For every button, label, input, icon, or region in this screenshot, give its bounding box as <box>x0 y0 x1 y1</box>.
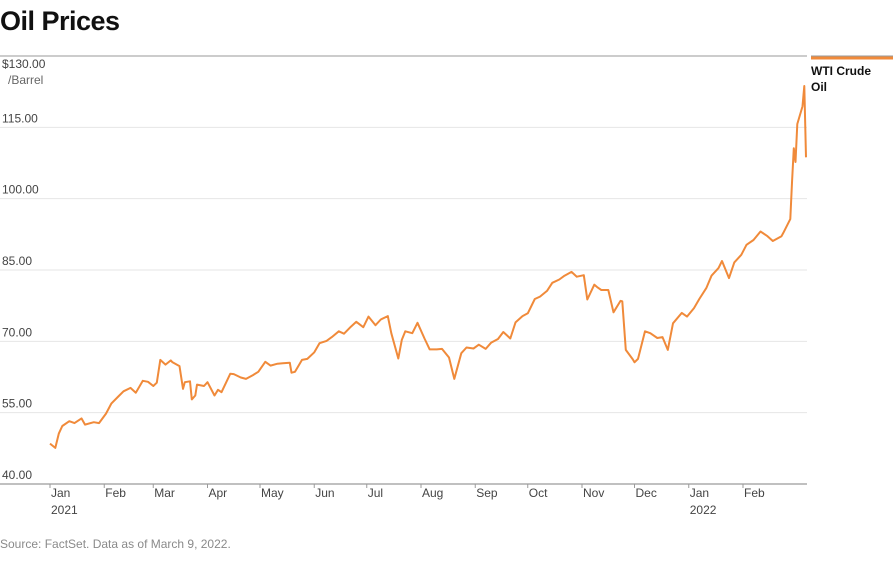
y-tick-label: 115.00 <box>2 111 38 125</box>
y-tick-label: 40.00 <box>2 468 32 482</box>
legend-label-line: Oil <box>811 80 827 94</box>
x-tick-label: Apr <box>209 486 228 500</box>
x-tick-label: Jan <box>51 486 70 500</box>
source-note: Source: FactSet. Data as of March 9, 202… <box>0 537 231 551</box>
y-tick-label: 55.00 <box>2 397 32 411</box>
legend-label-line: WTI Crude <box>811 64 871 78</box>
x-tick-label: May <box>261 486 284 500</box>
chart-title: Oil Prices <box>0 6 120 36</box>
x-tick-label: Oct <box>529 486 548 500</box>
x-tick-sublabel: 2022 <box>690 503 717 517</box>
x-tick-label: Dec <box>636 486 657 500</box>
y-unit-label: /Barrel <box>8 73 43 87</box>
x-tick-label: Mar <box>154 486 175 500</box>
legend: WTI Crude Oil <box>811 56 893 94</box>
x-axis: Jan 2021 Feb Mar Apr May Jun Jul Aug Sep Oct Nov Dec… <box>49 484 765 517</box>
x-tick-label: Sep <box>476 486 498 500</box>
x-tick-label: Feb <box>744 486 765 500</box>
x-tick-label: Jan <box>690 486 709 500</box>
x-tick-label: Jun <box>315 486 334 500</box>
y-axis: $130.00 115.00 100.00 85.00 70.00 55.00 40.00 /… <box>2 57 46 482</box>
x-tick-label: Feb <box>105 486 126 500</box>
y-tick-label: 85.00 <box>2 254 32 268</box>
grid-lines <box>0 55 893 485</box>
x-tick-label: Aug <box>422 486 443 500</box>
y-tick-label: $130.00 <box>2 57 46 71</box>
x-tick-label: Jul <box>368 486 383 500</box>
series-line-wti <box>49 85 807 449</box>
y-tick-label: 70.00 <box>2 325 32 339</box>
x-tick-sublabel: 2021 <box>51 503 78 517</box>
y-tick-label: 100.00 <box>2 183 39 197</box>
legend-label: WTI Crude Oil <box>811 64 871 94</box>
series-group <box>49 85 807 449</box>
x-tick-label: Nov <box>583 486 604 500</box>
